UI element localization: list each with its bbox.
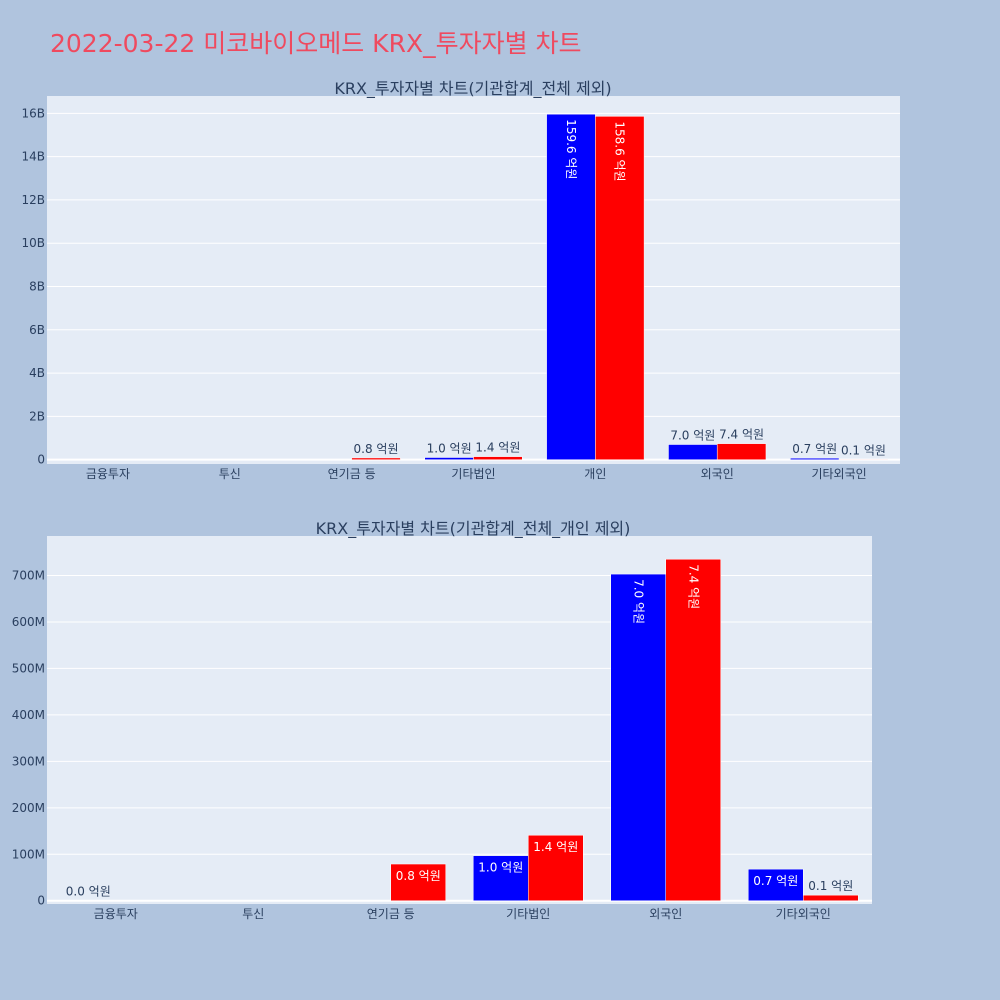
plot-area [47,96,900,464]
x-tick-label: 개인 [584,467,606,481]
y-tick-label: 300M [12,754,45,768]
bar-value-label: 1.0 억원 [478,861,523,875]
y-tick-label: 500M [12,661,45,675]
chart-investor-all: 0 2B 4B 6B 8B 10B 12B 14B 16B 금융투자 투신 연기금 등 0.8 억원기타… [21,79,900,481]
x-tick-label: 기타외국인 [776,907,831,921]
bar [473,456,523,460]
bar [424,457,474,460]
page-title: 2022-03-22 미코바이오메드 KRX_투자자별 차트 [50,29,582,58]
bar-value-label: 7.4 억원 [686,564,700,609]
x-tick-label: 금융투자 [94,907,138,921]
bar-value-label: 0.7 억원 [753,874,798,888]
bar [528,834,584,901]
y-tick-label: 6B [29,323,45,337]
x-tick-label: 연기금 등 [328,467,376,481]
bar-value-label: 1.4 억원 [533,840,578,854]
y-tick-label: 4B [29,366,45,380]
y-tick-label: 100M [12,847,45,861]
x-tick-label: 외국인 [701,467,734,481]
x-tick-label: 연기금 등 [367,907,415,921]
y-tick-label: 600M [12,615,45,629]
chart-title: KRX_투자자별 차트(기관합계_전체_개인 제외) [316,519,631,539]
bar [748,868,804,901]
x-tick-label: 외국인 [649,907,682,921]
bar-value-label: 7.4 억원 [719,428,764,442]
y-tick-label: 700M [12,568,45,582]
bar-value-label: 1.4 억원 [475,441,520,455]
bar-value-label: 7.0 억원 [631,579,645,624]
plot-area [47,536,872,904]
bar-value-label: 0.1 억원 [841,443,886,457]
bar-value-label: 7.0 억원 [670,429,715,443]
x-tick-label: 투신 [219,467,241,481]
bar-value-label: 0.0 억원 [66,885,111,899]
bar [716,443,767,460]
bar-value-label: 0.8 억원 [396,869,441,883]
y-tick-label: 14B [21,150,45,164]
bar-value-label: 0.1 억원 [808,879,853,893]
x-tick-label: 투신 [242,907,264,921]
y-tick-label: 16B [21,106,45,120]
chart-title: KRX_투자자별 차트(기관합계_전체 제외) [334,79,611,99]
bar [390,863,446,901]
y-tick-label: 12B [21,193,45,207]
bar [668,444,718,460]
x-tick-label: 금융투자 [86,467,130,481]
y-tick-label: 2B [29,409,45,423]
bar-value-label: 158.6 억원 [613,121,627,181]
x-tick-label: 기타법인 [506,907,550,921]
chart-investor-excl-individual: 0 100M 200M 300M 400M 500M 600M 700M 금융투자 0.0 억원투… [12,519,872,921]
bar-value-label: 159.6 억원 [564,119,578,179]
bar [803,894,859,901]
bar [665,558,721,901]
bar [790,457,840,460]
y-tick-label: 10B [21,236,45,250]
y-tick-label: 0 [37,453,45,467]
y-tick-label: 0 [37,894,45,908]
bar [610,573,666,901]
bar-value-label: 0.8 억원 [354,442,399,456]
y-tick-label: 8B [29,279,45,293]
y-tick-label: 200M [12,801,45,815]
bar [351,457,401,460]
x-tick-label: 기타외국인 [811,467,866,481]
x-tick-label: 기타법인 [451,467,495,481]
y-tick-label: 400M [12,708,45,722]
bar [595,116,645,460]
bar-value-label: 1.0 억원 [427,442,472,456]
bar-value-label: 0.7 억원 [792,442,837,456]
